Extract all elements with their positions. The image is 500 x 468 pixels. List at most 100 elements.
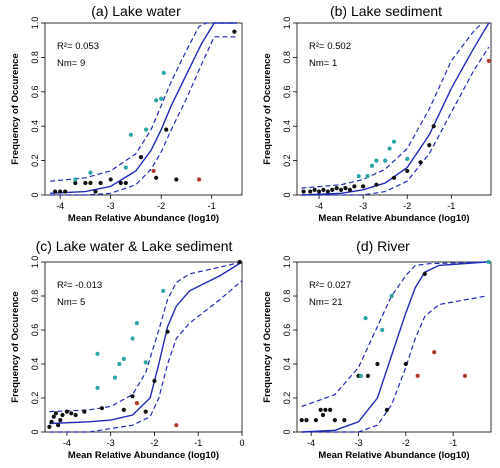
point-neutral [53, 189, 58, 194]
point-neutral [49, 419, 54, 424]
point-neutral [427, 143, 432, 148]
y-tick-label: 0.2 [30, 392, 40, 405]
x-tick-label: 0 [239, 438, 244, 448]
point-below [486, 58, 491, 63]
y-tick-label: 1.0 [30, 17, 40, 30]
point-neutral [301, 189, 306, 194]
x-tick-label: -2 [157, 201, 165, 211]
point-above [363, 316, 368, 321]
point-neutral [308, 189, 313, 194]
point-neutral [152, 378, 157, 384]
upper-ci-line [301, 22, 483, 189]
x-tick-label: -4 [315, 201, 323, 211]
x-tick-label: -3 [359, 201, 367, 211]
point-neutral [325, 189, 330, 194]
point-above [387, 146, 392, 151]
point-neutral [99, 406, 105, 411]
point-neutral [237, 259, 242, 265]
point-neutral [323, 407, 328, 412]
fit-line [301, 261, 487, 433]
point-above [130, 336, 135, 341]
y-tick-label: 0.4 [282, 120, 292, 133]
point-above [159, 96, 164, 101]
point-neutral [82, 409, 87, 414]
point-above [121, 356, 126, 361]
point-neutral [312, 187, 317, 192]
y-tick-label: 1.0 [30, 256, 40, 269]
point-neutral [138, 155, 144, 160]
point-above [134, 321, 140, 326]
point-above [369, 163, 375, 168]
nm-label: Nm= 5 [57, 297, 85, 308]
point-below [151, 168, 156, 174]
y-tick-label: 0.6 [282, 86, 292, 99]
point-above [374, 158, 379, 163]
point-above [161, 288, 166, 293]
point-neutral [64, 409, 69, 414]
panel-2: (b) Lake sediment 0 0.2 0.4 0.6 0.8 1.0 -4 -3 -2 -… [262, 3, 492, 224]
y-tick-label: 0.4 [30, 120, 40, 133]
point-below [174, 423, 179, 428]
point-neutral [375, 361, 380, 367]
point-neutral [347, 187, 353, 192]
fit-line [50, 22, 237, 194]
point-above [73, 177, 78, 182]
point-neutral [431, 124, 436, 129]
y-tick-label: 0 [30, 192, 40, 197]
panel-1: (a) Lake water 0 0.2 0.4 0.6 0.8 1.0 -4 -3 -2 -1 Me… [10, 3, 243, 224]
y-tick-label: 0.6 [282, 324, 292, 337]
y-tick-label: 0.4 [282, 358, 292, 371]
point-above [95, 385, 100, 390]
point-above [154, 98, 159, 103]
y-axis-label: Frequency of Occurence [10, 53, 21, 164]
point-neutral [143, 409, 148, 414]
point-below [462, 373, 468, 378]
point-neutral [330, 187, 335, 192]
point-neutral [299, 418, 304, 423]
point-neutral [98, 180, 103, 186]
point-neutral [69, 411, 74, 416]
y-tick-label: 0.2 [30, 154, 40, 167]
point-above [88, 170, 93, 175]
y-axis-label: Frequency of Occurence [262, 53, 273, 164]
point-neutral [320, 412, 326, 418]
x-tick-label: -3 [107, 438, 115, 448]
upper-ci-line [50, 22, 237, 182]
point-neutral [121, 407, 126, 412]
x-axis-label: Mean Relative Abundance (log10) [318, 213, 469, 224]
lower-ci-line [301, 295, 487, 433]
point-neutral [165, 329, 170, 334]
point-neutral [58, 189, 63, 194]
point-below [196, 177, 202, 182]
panel-title: (b) Lake sediment [330, 3, 442, 19]
fit-line [301, 22, 490, 196]
point-above [123, 165, 128, 170]
plot-frame [296, 22, 492, 196]
fit-line [49, 261, 243, 425]
x-axis-label: Mean Relative Abundance (log10) [68, 213, 219, 224]
y-tick-label: 0.8 [30, 51, 40, 64]
plot-frame [296, 261, 492, 433]
plot-frame [44, 261, 243, 433]
point-neutral [361, 184, 366, 189]
x-tick-label: -3 [355, 438, 363, 448]
panel-4: (d) River 0 0.2 0.4 0.6 0.8 1.0 -4 -3 -2 -1 Mean Re… [262, 238, 492, 461]
point-neutral [365, 373, 371, 378]
panel-3: (c) Lake water & Lake sediment 0 0.2 0.4 0.6… [10, 238, 245, 461]
lower-ci-line [301, 46, 490, 196]
y-tick-label: 0.8 [30, 290, 40, 303]
panel-title: (c) Lake water & Lake sediment [36, 238, 233, 254]
nm-label: Nm= 9 [57, 58, 85, 69]
point-above [383, 158, 388, 163]
point-neutral [73, 180, 78, 186]
y-tick-label: 0 [282, 429, 292, 434]
point-below [415, 373, 420, 378]
point-above [161, 70, 166, 75]
point-neutral [63, 189, 68, 194]
point-neutral [123, 180, 128, 186]
x-tick-label: -4 [63, 438, 71, 448]
x-tick-label: -2 [150, 438, 158, 448]
r2-label: R²= 0.027 [309, 280, 351, 291]
point-neutral [318, 407, 323, 412]
